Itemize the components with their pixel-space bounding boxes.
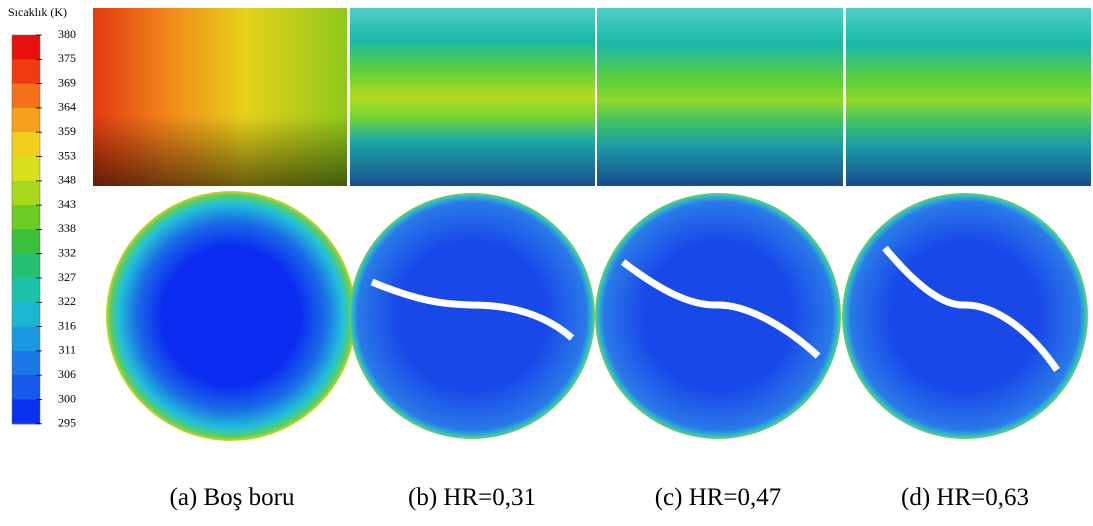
colorbar-tick-label: 306 bbox=[58, 367, 76, 381]
colorbar-tick-label: 375 bbox=[58, 51, 76, 65]
colorbar-band bbox=[12, 35, 40, 60]
colorbar-band bbox=[12, 375, 40, 400]
colorbar-band bbox=[12, 351, 40, 376]
panel-c bbox=[595, 8, 843, 439]
colorbar-tick-label: 380 bbox=[58, 27, 76, 41]
colorbar-band bbox=[12, 181, 40, 206]
contour-cross-b bbox=[349, 193, 595, 439]
colorbar-band bbox=[12, 157, 40, 182]
colorbar-band bbox=[12, 108, 40, 133]
colorbar-band bbox=[12, 229, 40, 254]
contour-long-d bbox=[846, 8, 1091, 186]
colorbar-band bbox=[12, 59, 40, 84]
colorbar-tick-label: 332 bbox=[58, 245, 76, 259]
colorbar-band bbox=[12, 205, 40, 230]
contour-cross-c bbox=[595, 193, 841, 439]
colorbar-tick-label: 338 bbox=[58, 221, 76, 235]
colorbar-tick-label: 353 bbox=[58, 148, 76, 162]
colorbar-band bbox=[12, 327, 40, 352]
colorbar-tick-label: 348 bbox=[58, 173, 76, 187]
contour-long-c bbox=[597, 8, 843, 186]
caption: (b) HR=0,31 bbox=[408, 484, 536, 511]
contour-cross-d bbox=[842, 193, 1088, 439]
colorbar-title: Sıcaklık (K) bbox=[8, 5, 67, 19]
colorbar-tick-label: 300 bbox=[58, 391, 76, 405]
colorbar-tick-label: 322 bbox=[58, 294, 76, 308]
colorbar-band bbox=[12, 254, 40, 279]
colorbar-band bbox=[12, 302, 40, 327]
colorbar-tick-label: 311 bbox=[58, 343, 76, 357]
colorbar-tick-label: 295 bbox=[58, 416, 76, 430]
colorbar-tick-label: 369 bbox=[58, 75, 76, 89]
panel-b bbox=[349, 8, 595, 439]
figure: Sıcaklık (K) 380 375 369 364 359 353 348 343 338… bbox=[0, 0, 1093, 526]
colorbar-tick-label: 364 bbox=[58, 100, 76, 114]
colorbar-tick-label: 316 bbox=[58, 318, 76, 332]
colorbar-tick-label: 359 bbox=[58, 124, 76, 138]
colorbar-band bbox=[12, 278, 40, 303]
colorbar-band bbox=[12, 132, 40, 157]
caption: (a) Boş boru bbox=[170, 484, 295, 511]
colorbar-tick-label: 327 bbox=[58, 270, 76, 284]
caption: (c) HR=0,47 bbox=[655, 484, 782, 511]
contour-long-b bbox=[350, 8, 595, 186]
panel-a bbox=[93, 8, 356, 441]
colorbar-band bbox=[12, 400, 40, 425]
colorbar-tick-label: 343 bbox=[58, 197, 76, 211]
panel-d bbox=[842, 8, 1091, 439]
colorbar-band bbox=[12, 84, 40, 109]
colorbar: Sıcaklık (K) 380 375 369 364 359 353 348 343 338… bbox=[8, 5, 76, 430]
contour-shade bbox=[93, 8, 347, 186]
caption: (d) HR=0,63 bbox=[901, 484, 1029, 511]
contour-cross-a bbox=[106, 191, 356, 441]
